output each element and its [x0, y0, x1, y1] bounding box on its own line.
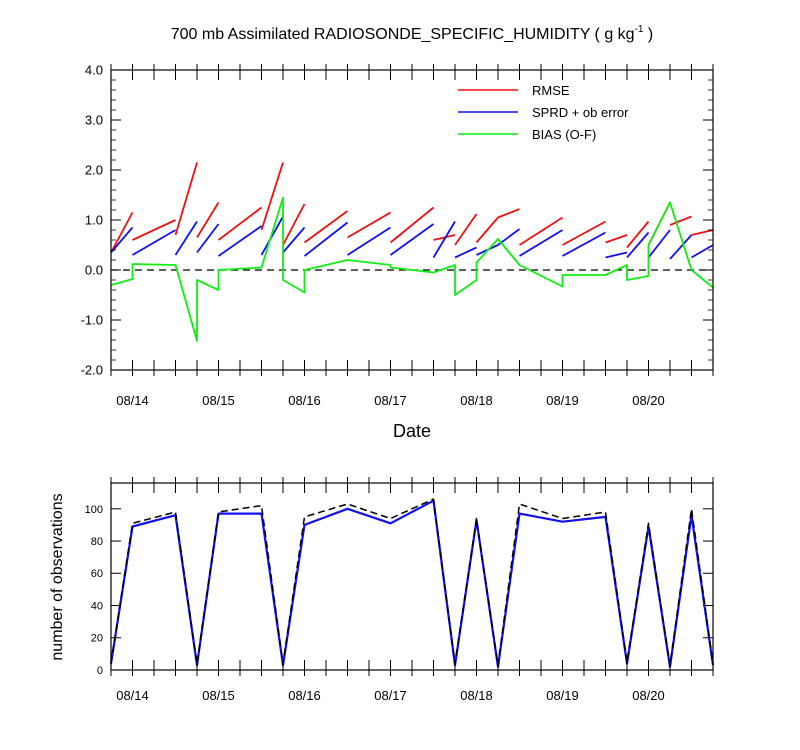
top-series-rmse-segment	[282, 203, 306, 246]
bottom-y-tick-label: 60	[91, 568, 103, 580]
bottom-x-tick-label: 08/20	[632, 688, 665, 703]
top-series-sprd-ob-error-segment	[282, 226, 306, 254]
bottom-series-group	[109, 498, 715, 668]
bottom-x-tick-label: 08/15	[202, 688, 235, 703]
top-y-tick-label: 2.0	[85, 163, 103, 178]
bottom-y-tick-label: 0	[97, 665, 103, 677]
top-series-rmse-segment	[303, 210, 349, 244]
top-x-tick-label: 08/14	[116, 393, 149, 408]
top-series-sprd-ob-error-segment	[347, 226, 391, 256]
top-x-tick-label: 08/16	[288, 393, 321, 408]
top-series-rmse-segment	[497, 208, 520, 219]
top-series-sprd-ob-error-segment	[217, 225, 263, 257]
top-series-rmse-segment	[691, 229, 714, 236]
top-series-sprd-ob-error-segment	[389, 223, 435, 256]
top-x-tick-label: 08/15	[202, 393, 235, 408]
bottom-x-tick-label: 08/18	[460, 688, 493, 703]
top-series-group	[110, 162, 714, 342]
bottom-ticks-group: 0 20 40 60 80 100 08/14 08/15 08/16 08/17 08/18 08/…	[85, 477, 714, 703]
bottom-y-tick-label: 80	[91, 536, 103, 548]
top-series-bias-o-f-segment	[110, 196, 714, 342]
top-series-sprd-ob-error-segment	[260, 216, 284, 256]
top-y-tick-label: 4.0	[85, 63, 103, 78]
top-series-rmse-segment	[347, 211, 391, 239]
top-series-sprd-ob-error-segment	[519, 229, 563, 257]
top-series-rmse-segment	[454, 213, 478, 246]
top-series-rmse-segment	[626, 220, 650, 249]
top-x-tick-label: 08/20	[632, 393, 665, 408]
top-y-tick-label: 0.0	[85, 263, 103, 278]
top-y-tick-label: -1.0	[81, 313, 103, 328]
bottom-series-observations-possible	[110, 498, 714, 666]
top-series-rmse-segment	[433, 234, 456, 241]
x-axis-label: Date	[393, 421, 431, 441]
y-axis-label-observations: number of observations	[49, 493, 66, 660]
legend-label-rmse: RMSE	[532, 83, 570, 98]
top-series-rmse-segment	[519, 216, 563, 246]
top-x-tick-label: 08/19	[546, 393, 579, 408]
top-series-rmse-segment	[174, 162, 198, 236]
top-series-sprd-ob-error-segment	[691, 244, 714, 259]
top-series-rmse-segment	[196, 202, 220, 238]
bottom-x-tick-label: 08/19	[546, 688, 579, 703]
top-series-rmse-segment	[389, 206, 435, 244]
top-series-sprd-ob-error-segment	[454, 246, 477, 259]
top-series-sprd-ob-error-segment	[303, 221, 349, 257]
top-series-sprd-ob-error-segment	[196, 223, 220, 254]
top-x-tick-label: 08/18	[460, 393, 493, 408]
top-ticks-group: -2.0 -1.0 0.0 1.0 2.0 3.0 4.0 08/14 08/15 08/16 08…	[81, 63, 714, 408]
bottom-series-observations-used	[109, 499, 715, 668]
top-series-sprd-ob-error-segment	[110, 226, 134, 254]
top-series-sprd-ob-error-segment	[132, 229, 176, 256]
legend: RMSE SPRD + ob error BIAS (O-F)	[458, 83, 629, 142]
bottom-plot: 0 20 40 60 80 100 08/14 08/15 08/16 08/17 08/18 08/…	[49, 477, 715, 703]
bottom-x-tick-label: 08/16	[288, 688, 321, 703]
legend-label-bias: BIAS (O-F)	[532, 127, 596, 142]
bottom-x-tick-label: 08/17	[374, 688, 407, 703]
top-series-rmse-segment	[562, 220, 606, 246]
legend-label-sprd: SPRD + ob error	[532, 105, 629, 120]
top-y-tick-label: 3.0	[85, 113, 103, 128]
top-y-tick-label: -2.0	[81, 363, 103, 378]
top-series-sprd-ob-error-segment	[605, 251, 628, 259]
top-series-sprd-ob-error-segment	[647, 229, 671, 259]
top-series-rmse-segment	[669, 215, 692, 226]
top-series-sprd-ob-error-segment	[669, 234, 693, 260]
top-series-sprd-ob-error-segment	[626, 231, 650, 259]
bottom-x-tick-label: 08/14	[116, 688, 149, 703]
top-series-rmse-segment	[260, 162, 284, 231]
top-series-rmse-segment	[605, 234, 628, 244]
top-plot: -2.0 -1.0 0.0 1.0 2.0 3.0 4.0 08/14 08/15 08/16 08…	[81, 63, 714, 441]
top-x-tick-label: 08/17	[374, 393, 407, 408]
top-y-tick-label: 1.0	[85, 213, 103, 228]
top-series-rmse-segment	[475, 216, 499, 244]
top-series-rmse-segment	[132, 219, 176, 241]
top-series-sprd-ob-error-segment	[432, 221, 456, 258]
top-series-sprd-ob-error-segment	[174, 221, 198, 256]
bottom-y-tick-label: 100	[85, 504, 103, 516]
chart-title: 700 mb Assimilated RADIOSONDE_SPECIFIC_H…	[171, 24, 654, 43]
bottom-y-tick-label: 20	[91, 633, 103, 645]
top-series-rmse-segment	[110, 212, 134, 253]
top-series-sprd-ob-error-segment	[562, 231, 606, 257]
bottom-y-tick-label: 40	[91, 600, 103, 612]
top-series-rmse-segment	[217, 206, 263, 241]
